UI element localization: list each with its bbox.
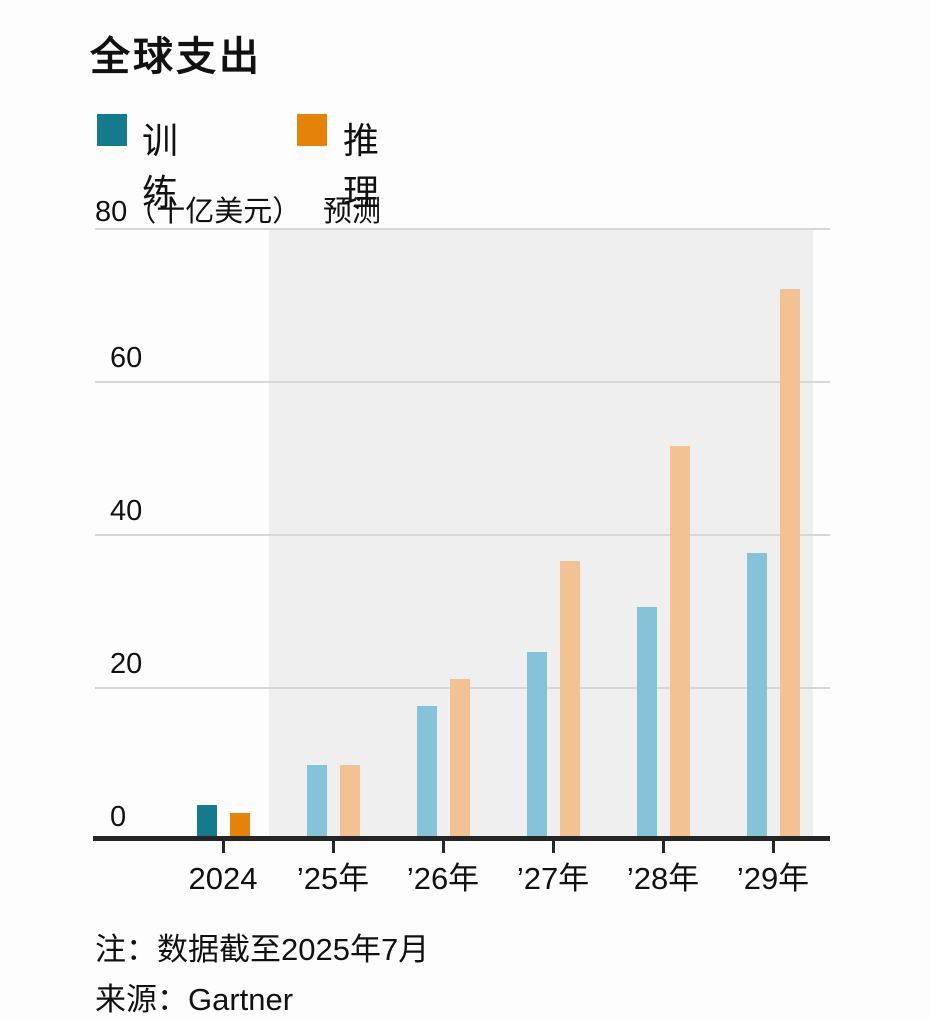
x-label-’28年: ’28年 <box>626 861 700 896</box>
gridline-60 <box>95 381 830 383</box>
x-tick-’25年 <box>332 841 335 853</box>
x-tick-’29年 <box>772 841 775 853</box>
bar-训练-’29年 <box>747 552 767 836</box>
legend-swatch-training <box>97 114 127 146</box>
x-tick-’28年 <box>662 841 665 853</box>
x-tick-2024 <box>222 841 225 853</box>
x-label-’25年: ’25年 <box>296 861 370 896</box>
chart-title: 全球支出 <box>90 35 262 79</box>
source-credit: 来源：Gartner <box>95 982 294 1017</box>
gridline-40 <box>95 534 830 536</box>
bar-推理-’25年 <box>340 764 360 836</box>
gridline-80 <box>95 228 830 230</box>
x-tick-’27年 <box>552 841 555 853</box>
bar-训练-’28年 <box>637 606 657 836</box>
x-tick-’26年 <box>442 841 445 853</box>
legend-swatch-inference <box>297 114 327 146</box>
bar-推理-’26年 <box>450 679 470 836</box>
chart-area: 0 20 40 60 2024 ’25年 ’26年 ’27年 ’28年 ’29年 <box>93 228 830 896</box>
y-axis-unit-label: （十亿美元） <box>127 196 302 228</box>
x-axis-line <box>93 836 830 841</box>
bar-训练-2024 <box>197 805 217 836</box>
legend-label-training: 训练 <box>142 120 182 213</box>
bar-训练-’27年 <box>527 652 547 836</box>
bar-推理-2024 <box>230 813 250 836</box>
y-tick-label-0: 0 <box>110 801 127 833</box>
y-axis-max-tick: 80 <box>95 196 128 228</box>
bar-推理-’27年 <box>560 560 580 836</box>
legend-label-inference: 推理 <box>343 120 383 213</box>
bar-推理-’28年 <box>670 445 690 836</box>
bar-训练-’26年 <box>417 705 437 836</box>
x-label-’29年: ’29年 <box>736 861 810 896</box>
y-axis-header: 80（十亿美元） 预测 <box>95 188 381 230</box>
x-label-2024: 2024 <box>188 861 258 896</box>
y-tick-label-40: 40 <box>110 495 143 527</box>
y-tick-label-20: 20 <box>110 648 143 680</box>
x-label-’26年: ’26年 <box>406 861 480 896</box>
bar-训练-’25年 <box>307 764 327 836</box>
footnote: 注：数据截至2025年7月 <box>95 932 430 967</box>
x-label-’27年: ’27年 <box>516 861 590 896</box>
y-tick-label-60: 60 <box>110 342 143 374</box>
forecast-annotation: 预测 <box>323 196 382 228</box>
bar-推理-’29年 <box>780 289 800 836</box>
